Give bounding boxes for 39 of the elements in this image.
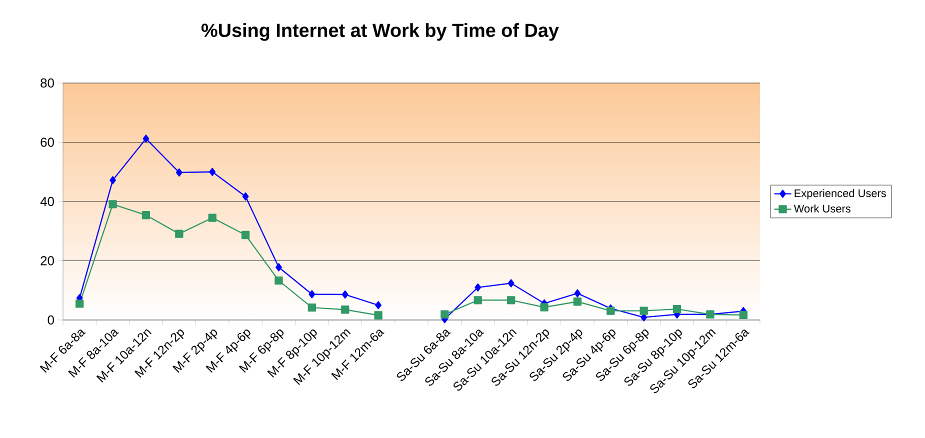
legend-label: Experienced Users	[794, 189, 886, 200]
point	[506, 296, 516, 304]
point	[474, 296, 482, 304]
point	[308, 303, 316, 312]
point	[175, 230, 184, 238]
point	[574, 289, 581, 298]
point	[274, 276, 283, 285]
point	[739, 310, 748, 320]
y-tick-label: 0	[48, 315, 54, 325]
point	[176, 168, 182, 177]
point	[374, 311, 382, 320]
point	[672, 304, 682, 314]
y-tick-label: 80	[40, 78, 54, 88]
point	[76, 300, 84, 308]
point	[440, 310, 449, 318]
y-tick-label: 40	[40, 196, 54, 206]
point	[508, 279, 514, 288]
point	[308, 290, 316, 298]
point	[110, 176, 116, 184]
point	[242, 192, 249, 201]
point	[208, 214, 216, 222]
point	[375, 301, 382, 310]
legend-label: Work Users	[794, 204, 850, 213]
point	[606, 306, 615, 315]
y-tick-label: 20	[40, 256, 54, 266]
point	[209, 168, 216, 176]
point	[540, 303, 548, 312]
point	[341, 306, 350, 314]
point	[108, 200, 117, 208]
point	[142, 134, 150, 143]
point	[142, 211, 150, 220]
chart-title: %Using Internet at Work by Time of Day	[201, 23, 559, 41]
point	[640, 306, 648, 315]
point	[342, 290, 348, 299]
point	[276, 263, 282, 272]
point	[474, 283, 482, 292]
point	[573, 298, 582, 306]
point	[241, 230, 250, 240]
y-tick-label: 60	[40, 138, 54, 147]
